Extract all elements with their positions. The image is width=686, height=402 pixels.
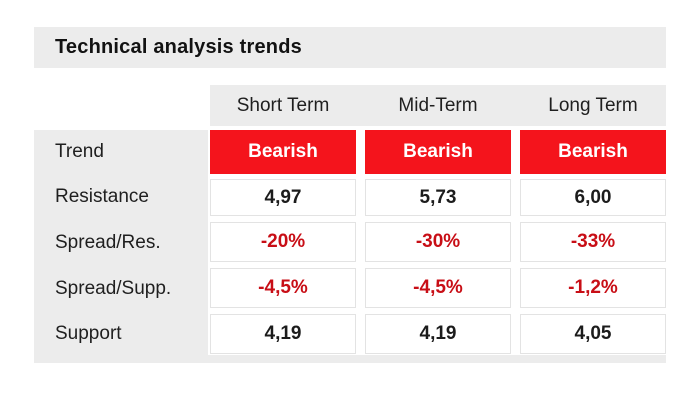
column-header-mid-term: Mid-Term	[398, 94, 478, 116]
cell-spread-supp-long-term: -1,2%	[520, 268, 666, 308]
column-header-long-term: Long Term	[548, 94, 638, 116]
cell-spread-res-long-term: -33%	[520, 222, 666, 262]
cell-trend-long-term: Bearish	[520, 130, 666, 174]
cell-support-long-term: 4,05	[520, 314, 666, 354]
cell-resistance-mid-term: 5,73	[365, 179, 511, 216]
cell-spread-res-short-term: -20%	[210, 222, 356, 262]
cell-support-mid-term: 4,19	[365, 314, 511, 354]
table-bottom-divider	[34, 355, 666, 363]
row-label-support: Support	[55, 323, 122, 344]
cell-resistance-short-term: 4,97	[210, 179, 356, 216]
table-row-trend: Bearish Bearish Bearish	[210, 130, 666, 174]
row-label-column	[34, 130, 208, 363]
table-row-support: 4,19 4,19 4,05	[210, 314, 666, 354]
row-label-trend: Trend	[55, 141, 104, 162]
cell-trend-mid-term: Bearish	[365, 130, 511, 174]
cell-resistance-long-term: 6,00	[520, 179, 666, 216]
cell-support-short-term: 4,19	[210, 314, 356, 354]
cell-trend-short-term: Bearish	[210, 130, 356, 174]
table-row-resistance: 4,97 5,73 6,00	[210, 179, 666, 216]
row-label-resistance: Resistance	[55, 186, 149, 207]
cell-spread-supp-mid-term: -4,5%	[365, 268, 511, 308]
title-bar: Technical analysis trends	[34, 27, 666, 68]
widget-title: Technical analysis trends	[55, 36, 302, 58]
cell-spread-res-mid-term: -30%	[365, 222, 511, 262]
row-label-spread-supp: Spread/Supp.	[55, 278, 172, 299]
table-row-spread-supp: -4,5% -4,5% -1,2%	[210, 268, 666, 308]
column-header-row: Short Term Mid-Term Long Term	[210, 85, 666, 126]
cell-spread-supp-short-term: -4,5%	[210, 268, 356, 308]
column-header-short-term: Short Term	[236, 94, 330, 116]
row-label-spread-res: Spread/Res.	[55, 232, 161, 253]
table-row-spread-res: -20% -30% -33%	[210, 222, 666, 262]
